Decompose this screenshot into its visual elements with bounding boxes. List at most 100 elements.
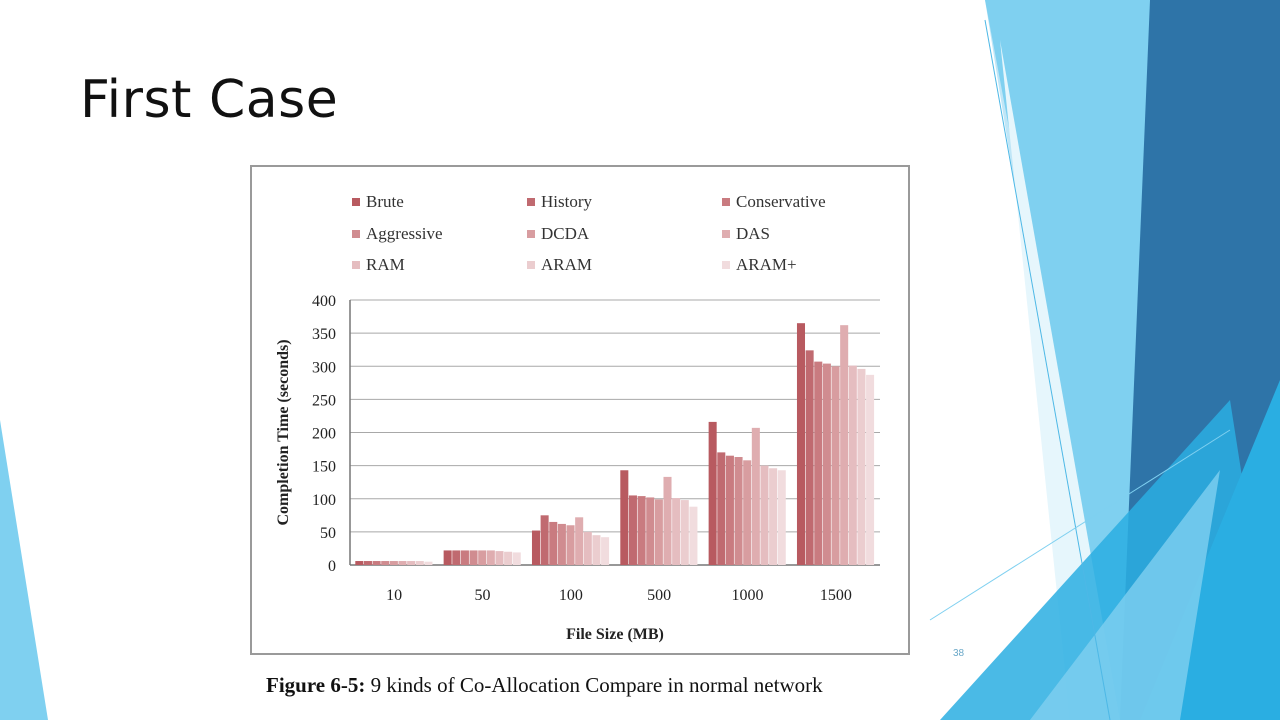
figure-caption-text: 9 kinds of Co-Allocation Compare in norm…: [365, 673, 823, 697]
bar-aram-50: [504, 551, 513, 565]
bar-ram-1500: [848, 365, 857, 565]
bar-history-500: [628, 495, 637, 565]
thin-line: [929, 429, 1231, 621]
bar-history-1500: [805, 350, 814, 565]
bar-brute-100: [531, 530, 541, 565]
bar-ram-100: [583, 531, 592, 565]
legend-swatch: [722, 261, 730, 269]
slide-title: First Case: [80, 70, 339, 130]
bar-history-1000: [717, 452, 726, 565]
bar-aram--50: [512, 552, 521, 565]
bar-aggressive-50: [469, 550, 478, 565]
bar-ram-10: [407, 561, 416, 565]
y-tick-label: 150: [312, 459, 336, 476]
right-blue-panel: [1120, 0, 1280, 720]
x-tick-label: 1000: [732, 587, 764, 604]
legend-label: Conservative: [736, 192, 826, 211]
figure-caption-label: Figure 6-5:: [266, 673, 366, 697]
bar-aram-1500: [857, 368, 866, 565]
bar-chart: 0 50 100 150 200 250 300 350 400 10 50 100 500 1000 15…: [275, 192, 880, 643]
bar-aram--500: [689, 506, 698, 565]
x-axis-label: File Size (MB): [566, 626, 664, 643]
bar-aggressive-500: [646, 497, 655, 565]
y-tick-label: 200: [312, 426, 336, 443]
bar-dcda-50: [478, 550, 487, 565]
bar-brute-10: [355, 561, 364, 565]
legend-label: ARAM+: [736, 255, 797, 274]
legend-swatch: [527, 230, 535, 238]
figure-caption: Figure 6-5: 9 kinds of Co-Allocation Com…: [266, 673, 823, 698]
bar-ram-50: [495, 551, 504, 565]
chart-frame: 0 50 100 150 200 250 300 350 400 10 50 100 500 1000 15…: [250, 165, 910, 655]
bar-dcda-10: [389, 561, 398, 565]
legend-label: History: [541, 192, 593, 211]
bar-brute-1500: [796, 323, 806, 565]
left-edge-shape: [0, 420, 48, 720]
bar-conservative-50: [460, 550, 469, 565]
bar-aram-1000: [769, 468, 778, 565]
bar-dcda-100: [566, 525, 575, 565]
bar-history-50: [452, 550, 461, 565]
bar-aram--1000: [777, 470, 786, 565]
bar-aram--1500: [866, 374, 875, 565]
bar-brute-500: [620, 470, 629, 565]
bar-ram-1000: [760, 465, 769, 565]
x-tick-label: 10: [386, 587, 402, 604]
legend-label: Aggressive: [366, 224, 442, 243]
bar-dcda-500: [654, 499, 663, 565]
bottom-blue-shape: [940, 400, 1280, 720]
bar-aggressive-100: [557, 523, 566, 565]
bar-aggressive-1000: [734, 457, 743, 565]
legend-label: DCDA: [541, 224, 590, 243]
bar-aggressive-1500: [822, 363, 831, 565]
bar-conservative-1500: [814, 361, 823, 565]
bar-aggressive-10: [381, 561, 390, 565]
bar-aram--10: [424, 561, 433, 565]
bar-conservative-100: [549, 521, 558, 565]
y-tick-label: 0: [328, 558, 336, 575]
x-tick-label: 50: [475, 587, 491, 604]
x-tick-label: 100: [559, 587, 583, 604]
bar-das-500: [663, 476, 672, 565]
y-tick-label: 50: [320, 525, 336, 542]
bar-das-1500: [840, 325, 849, 565]
legend-swatch: [352, 198, 360, 206]
bar-das-50: [486, 550, 495, 565]
legend-label: RAM: [366, 255, 405, 274]
bar-aram-10: [415, 561, 424, 565]
page-number: 38: [953, 648, 965, 659]
legend-label: DAS: [736, 224, 770, 243]
legend-swatch: [527, 198, 535, 206]
thin-line: [984, 19, 1111, 720]
y-tick-label: 350: [312, 326, 336, 343]
x-tick-label: 1500: [820, 587, 852, 604]
bar-aram-500: [680, 500, 689, 565]
bar-brute-1000: [708, 421, 717, 565]
bar-history-100: [540, 515, 549, 565]
bar-das-10: [398, 561, 407, 565]
bar-aram-100: [592, 535, 601, 565]
legend-label: ARAM: [541, 255, 592, 274]
y-tick-label: 100: [312, 492, 336, 509]
bar-conservative-1000: [725, 455, 734, 565]
y-tick-label: 300: [312, 359, 336, 376]
bar-dcda-1000: [743, 460, 752, 565]
bar-das-1000: [751, 427, 760, 565]
bar-dcda-1500: [831, 366, 840, 565]
legend-swatch: [722, 198, 730, 206]
legend-swatch: [352, 261, 360, 269]
bar-aram--100: [601, 537, 610, 565]
bar-conservative-10: [372, 561, 381, 565]
legend-swatch: [722, 230, 730, 238]
y-tick-label: 250: [312, 392, 336, 409]
right-light-panel: [985, 0, 1280, 720]
bar-das-100: [575, 517, 584, 565]
bar-conservative-500: [637, 496, 646, 565]
right-mid-panel: [985, 0, 1200, 720]
right-white-wedge: [1000, 40, 1120, 720]
bar-brute-50: [443, 550, 452, 565]
y-tick-label: 400: [312, 293, 336, 310]
legend-swatch: [527, 261, 535, 269]
y-axis-label: Completion Time (seconds): [275, 339, 292, 525]
bar-history-10: [363, 561, 372, 565]
